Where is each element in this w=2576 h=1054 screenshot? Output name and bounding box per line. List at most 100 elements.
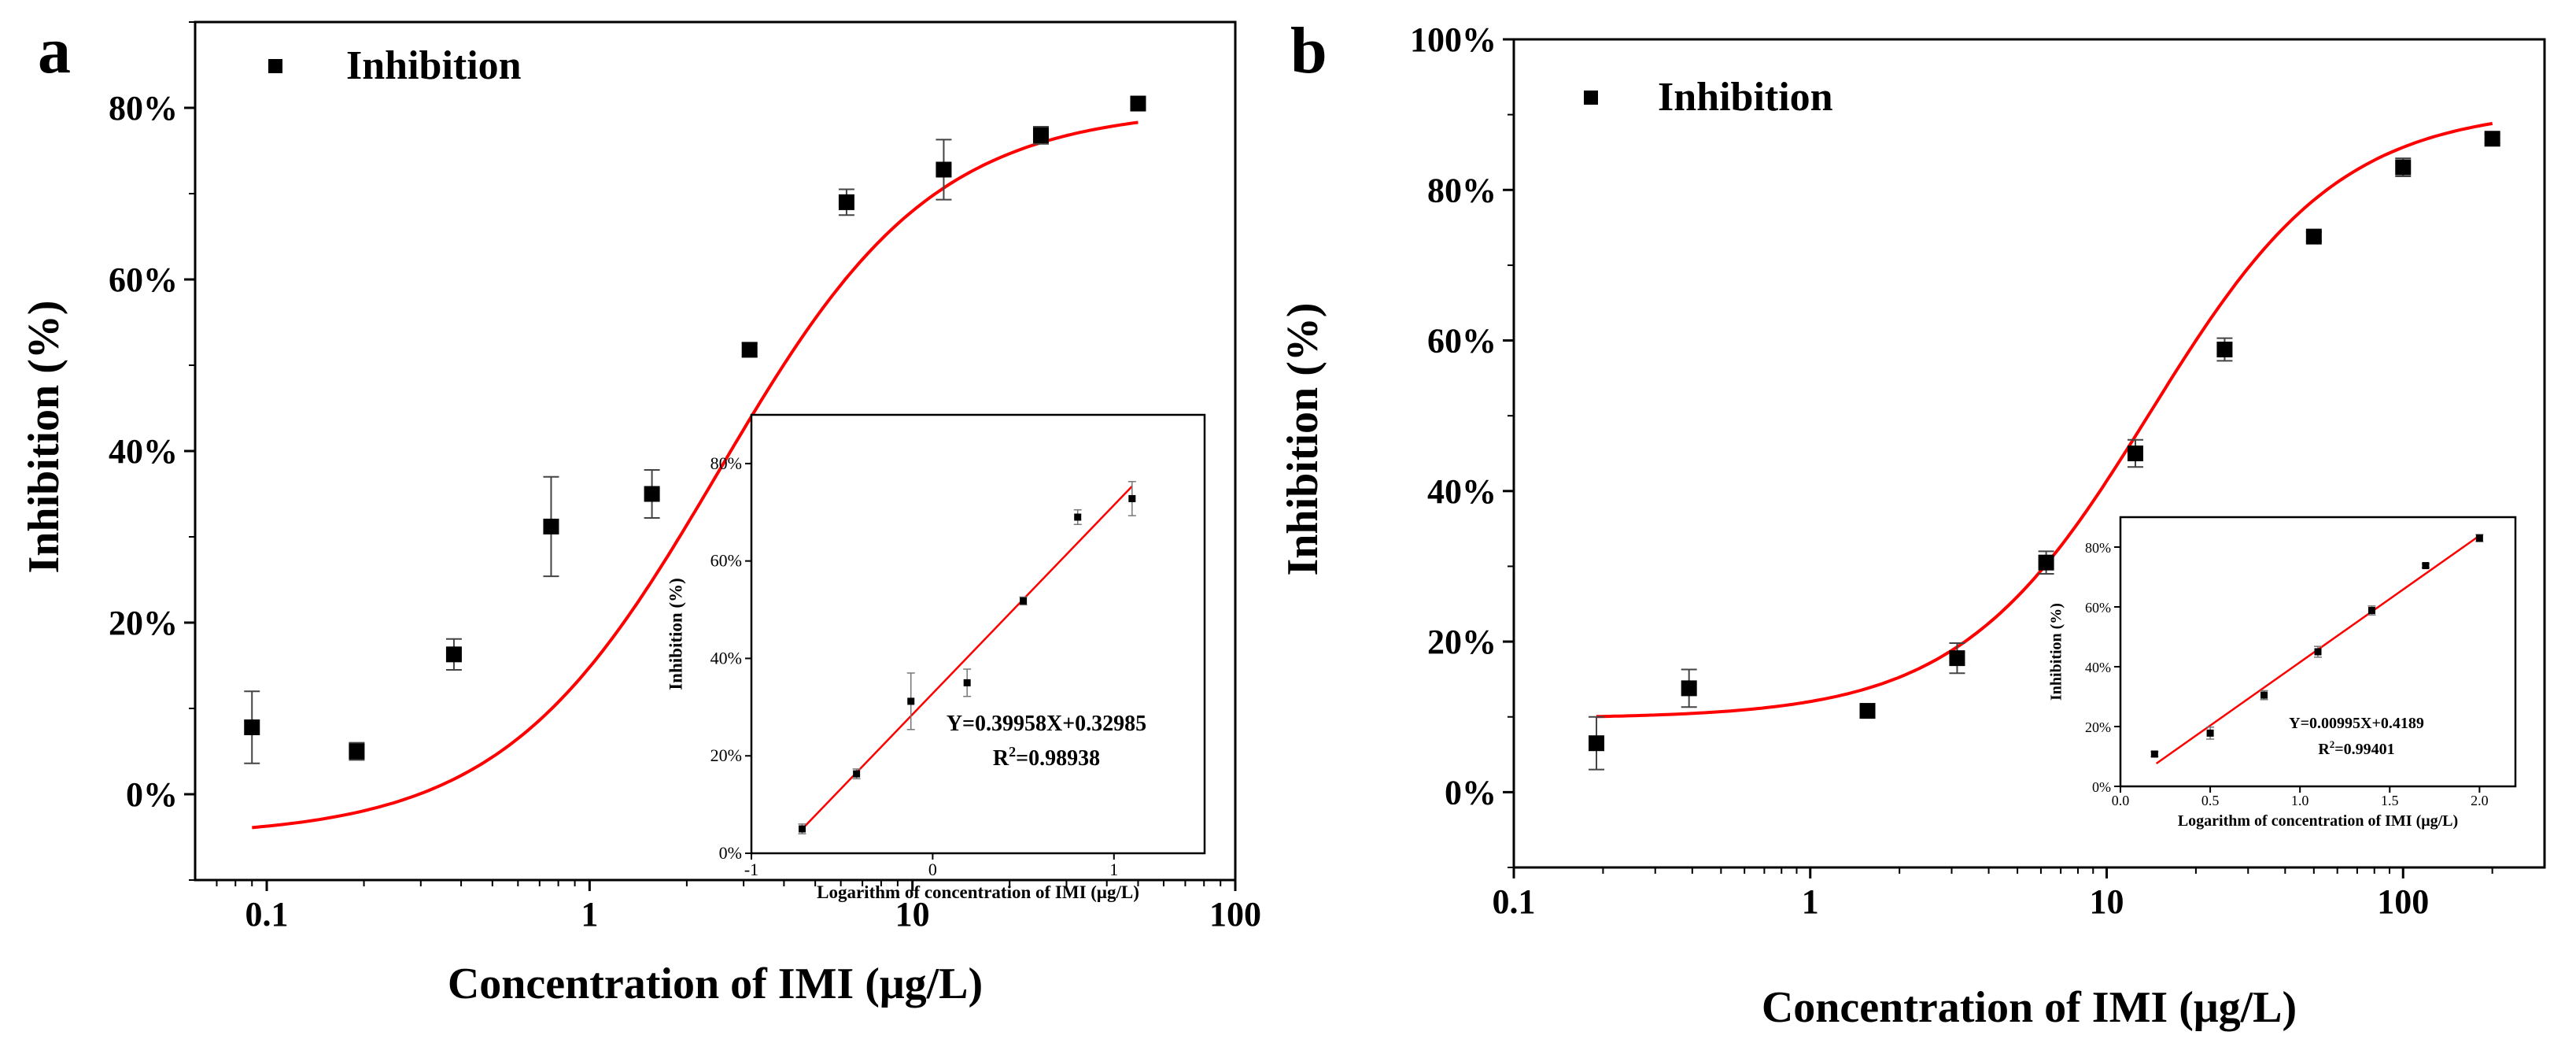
data-point (1589, 716, 1605, 771)
data-point (644, 468, 660, 520)
data-marker (2395, 159, 2412, 176)
x-tick-label: 10 (2089, 882, 2124, 921)
inset-data-marker (907, 697, 915, 705)
data-point (2128, 438, 2144, 468)
data-point (741, 342, 758, 358)
inset-x-axis-label: Logarithm of concentration of IMI (μg/L) (817, 882, 1139, 902)
data-marker (2128, 446, 2144, 461)
inset-data-marker (2475, 534, 2483, 542)
x-tick-label: 100 (2377, 882, 2429, 921)
panel-label: b (1290, 14, 1327, 87)
data-marker (936, 161, 952, 178)
inset-data-marker (853, 770, 861, 778)
inset-data-marker (2422, 562, 2430, 570)
r-squared-symbol: R (993, 746, 1009, 771)
inset-frame (750, 413, 1206, 855)
inset-x-tick-label: 0.0 (2112, 793, 2130, 808)
data-point (244, 690, 260, 764)
inset-data-marker (2206, 729, 2214, 737)
inset-x-tick-label: 0.5 (2201, 793, 2220, 808)
data-marker (445, 646, 462, 663)
fit-curve (252, 120, 1139, 830)
y-tick-label: 0% (1445, 773, 1497, 812)
y-tick-label: 20% (1427, 623, 1497, 661)
inset-x-tick-label: -1 (744, 860, 758, 879)
x-axis-label: Concentration of IMI (μg/L) (448, 960, 983, 1008)
inset-y-tick-label: 60% (2085, 600, 2111, 616)
plot-frame (1512, 38, 2546, 869)
data-marker (543, 518, 559, 534)
data-point (936, 139, 952, 201)
data-point (1859, 703, 1876, 719)
inset-data-point (906, 672, 915, 730)
inset-y-tick-label: 0% (719, 843, 742, 863)
data-marker (838, 194, 854, 210)
inset-x-axis-label: Logarithm of concentration of IMI (μg/L) (2178, 812, 2458, 830)
panel-label: a (38, 14, 71, 87)
data-marker (1032, 127, 1049, 143)
data-point (1130, 95, 1146, 112)
inset-y-tick-label: 20% (2085, 719, 2111, 735)
inset-y-tick-label: 80% (2085, 540, 2111, 556)
data-marker (1859, 703, 1876, 719)
data-marker (349, 743, 365, 760)
inset-data-point (2206, 727, 2215, 740)
inset-y-tick-label: 0% (2092, 779, 2111, 795)
legend-marker (268, 59, 282, 73)
data-point (349, 741, 365, 761)
panel-b: b0%20%40%60%80%100%0.1 1 10 100Concentratio… (1279, 14, 2546, 1032)
data-marker (244, 719, 260, 735)
y-tick-label: 40% (109, 432, 178, 471)
inset-r-squared: R2=0.98938 (993, 744, 1100, 771)
inset-chart: 0% 20% 40% 60% 80% -1 0 1 Logarithm of concentra… (666, 413, 1206, 902)
inset-equation: Y=0.39958X+0.32985 (947, 712, 1146, 736)
data-marker (741, 342, 758, 358)
inset-data-point (2475, 534, 2484, 542)
data-point (2305, 228, 2322, 245)
inset-data-point (963, 668, 972, 697)
inset-data-point (852, 768, 861, 780)
inset-y-tick-label: 40% (2085, 660, 2111, 675)
data-marker (2484, 131, 2500, 147)
y-tick-label: 80% (109, 89, 178, 128)
y-tick-label: 80% (1427, 171, 1497, 209)
data-marker (1589, 735, 1605, 752)
inset-y-tick-label: 40% (710, 648, 742, 668)
inset-data-point (1073, 509, 1082, 525)
inset-data-marker (2367, 607, 2375, 615)
data-point (1681, 668, 1697, 708)
y-tick-label: 20% (109, 604, 178, 642)
inset-x-tick-label: 1.5 (2381, 793, 2399, 808)
y-tick-label: 0% (126, 775, 178, 814)
inset-x-tick-label: 0 (928, 860, 937, 879)
inset-data-marker (1128, 494, 1136, 502)
inset-y-axis-label: Inhibition (%) (666, 578, 686, 690)
inset-data-marker (2314, 648, 2322, 656)
y-axis-label: Inhibition (%) (20, 301, 68, 574)
data-marker (1681, 680, 1697, 697)
data-point (2216, 337, 2233, 362)
inset-data-point (2260, 690, 2268, 701)
inset-x-tick-label: 1 (1109, 860, 1118, 879)
data-marker (644, 486, 660, 502)
inset-y-axis-label: Inhibition (%) (2047, 603, 2065, 701)
inset-x-tick-label: 2.0 (2471, 793, 2489, 808)
inset-r-squared: R2=0.99401 (2318, 738, 2394, 758)
data-marker (2305, 228, 2322, 245)
legend-label: Inhibition (346, 43, 522, 88)
y-axis-label: Inhibition (%) (1279, 303, 1327, 576)
inset-data-marker (1074, 513, 1082, 521)
y-tick-label: 40% (1427, 472, 1497, 511)
legend-marker (1584, 91, 1598, 105)
inset-data-marker (2260, 691, 2268, 699)
data-marker (2216, 342, 2233, 358)
y-tick-label: 100% (1410, 20, 1497, 59)
data-marker (2038, 554, 2054, 571)
inset-data-point (2421, 562, 2430, 570)
data-point (1032, 125, 1049, 145)
r-squared-value: =0.99401 (2334, 741, 2394, 758)
data-marker (1949, 650, 1965, 667)
inset-data-marker (1020, 597, 1028, 605)
